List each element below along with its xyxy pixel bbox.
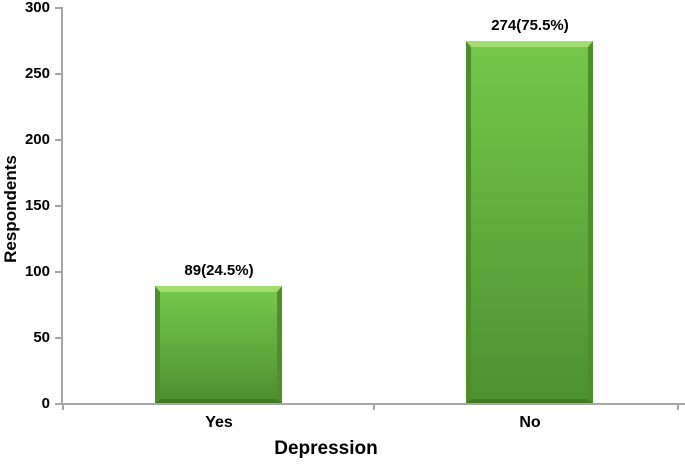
y-tick-mark <box>55 403 62 405</box>
x-tick-mark <box>62 405 64 410</box>
x-axis-title: Depression <box>274 438 378 459</box>
y-tick-mark <box>55 271 62 273</box>
bar-data-label: 89(24.5%) <box>184 262 254 279</box>
bar-data-label: 274(75.5%) <box>491 17 569 34</box>
x-category-label: No <box>519 414 541 431</box>
y-axis-line <box>61 7 63 405</box>
y-tick-label: 150 <box>24 197 50 214</box>
y-tick-mark <box>55 139 62 141</box>
y-tick-label: 300 <box>24 0 50 16</box>
y-tick-label: 250 <box>24 65 50 82</box>
y-tick-mark <box>55 337 62 339</box>
x-category-label: Yes <box>205 414 233 431</box>
bar-no <box>466 41 593 403</box>
x-tick-mark <box>373 405 375 410</box>
y-tick-label: 100 <box>24 263 50 280</box>
y-tick-mark <box>55 73 62 75</box>
x-tick-mark <box>677 405 679 410</box>
y-tick-mark <box>55 205 62 207</box>
y-tick-label: 50 <box>33 329 50 346</box>
y-tick-label: 200 <box>24 131 50 148</box>
bar-yes <box>155 286 282 403</box>
y-tick-mark <box>55 7 62 9</box>
x-axis-line <box>61 403 685 405</box>
y-tick-label: 0 <box>41 395 50 412</box>
